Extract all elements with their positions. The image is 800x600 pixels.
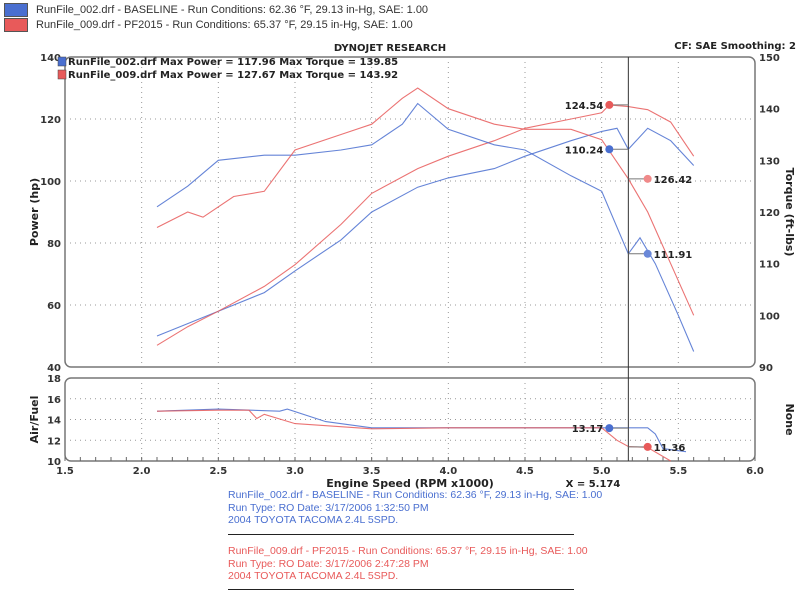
chart-subtitle: CF: SAE Smoothing: 2 [674,41,796,52]
data-marker [605,424,614,433]
power-tick-label: 40 [47,363,61,374]
power-tick-label: 120 [40,115,61,126]
legend-entry: RunFile_002.drf Max Power = 117.96 Max T… [68,57,398,68]
marker-label: 124.54 [565,101,604,112]
x-tick-label: 5.5 [669,466,687,477]
marker-label: 11.36 [654,443,686,454]
footer-line: 2004 TOYOTA TACOMA 2.4L 5SPD. [228,570,399,582]
legend-swatch [57,56,67,67]
torque-tick-label: 100 [759,311,780,322]
x-tick-label: 4.0 [439,466,457,477]
main-plot-frame [64,56,756,368]
data-marker [605,145,614,154]
x-tick-label: 3.5 [363,466,381,477]
torque-tick-label: 110 [759,260,780,271]
x-tick-label: 3.0 [286,466,304,477]
x-tick-label: 6.0 [746,466,764,477]
torque-tick-label: 150 [759,53,780,64]
footer-line: 2004 TOYOTA TACOMA 2.4L 5SPD. [228,514,399,526]
footer-line: Run Type: RO Date: 3/17/2006 2:47:28 PM [228,557,429,570]
x-tick-label: 2.5 [209,466,227,477]
af-tick-label: 10 [47,457,61,468]
marker-label: 126.42 [654,175,693,186]
divider [228,534,574,535]
cursor-label: X = 5.174 [566,479,621,490]
data-marker [643,249,652,258]
af-axis-label: Air/Fuel [28,396,41,444]
pf2015-swatch [4,18,28,32]
legend-entry: RunFile_009.drf Max Power = 127.67 Max T… [68,70,398,81]
x-tick-label: 2.0 [133,466,151,477]
power-axis-label: Power (hp) [28,178,41,246]
torque-tick-label: 140 [759,105,780,116]
header-run-2: RunFile_009.drf - PF2015 - Run Condition… [4,18,413,32]
footer-line: Run Type: RO Date: 3/17/2006 1:32:50 PM [228,501,429,514]
baseline-swatch [4,3,28,17]
footer-baseline: RunFile_002.drf - BASELINE - Run Conditi… [228,489,602,527]
dyno-chart: 1.5 2.0 2.5 3.0 3.5 4.0 4.5 5.0 5.5 6.0 40 60 80 100 1… [28,41,796,490]
torque-tick-label: 90 [759,363,773,374]
x-axis-label: Engine Speed (RPM x1000) [326,477,494,490]
af-right-axis-label: None [783,403,796,435]
footer-line: RunFile_002.drf - BASELINE - Run Conditi… [228,489,603,501]
power-tick-label: 100 [40,177,61,188]
data-marker [643,442,652,451]
series-line [156,102,695,352]
legend-swatch [57,69,67,80]
divider [228,589,574,590]
header-run-2-text: RunFile_009.drf - PF2015 - Run Condition… [36,19,413,31]
power-tick-label: 80 [47,239,61,250]
series-line [156,127,695,337]
series-line [156,104,695,346]
data-marker [605,100,614,109]
header-run-1: RunFile_002.drf - BASELINE - Run Conditi… [4,3,428,17]
x-tick-label: 4.5 [516,466,534,477]
footer-line: RunFile_009.drf - PF2015 - Run Condition… [228,545,588,557]
marker-label: 13.17 [572,424,604,435]
data-marker [643,174,652,183]
torque-tick-label: 130 [759,156,780,167]
af-tick-label: 18 [47,374,61,385]
af-tick-label: 12 [47,436,61,447]
footer-pf2015: RunFile_009.drf - PF2015 - Run Condition… [228,545,588,583]
x-tick-label: 1.5 [56,466,74,477]
af-tick-label: 14 [47,416,61,427]
torque-tick-label: 120 [759,208,780,219]
header-run-1-text: RunFile_002.drf - BASELINE - Run Conditi… [36,4,429,16]
chart-title: DYNOJET RESEARCH [334,43,446,54]
marker-label: 110.24 [565,145,604,156]
marker-label: 111.91 [654,250,693,261]
af-tick-label: 16 [47,395,61,406]
power-tick-label: 140 [40,53,61,64]
torque-axis-label: Torque (ft-lbs) [783,168,796,257]
power-tick-label: 60 [47,301,61,312]
x-tick-label: 5.0 [593,466,611,477]
